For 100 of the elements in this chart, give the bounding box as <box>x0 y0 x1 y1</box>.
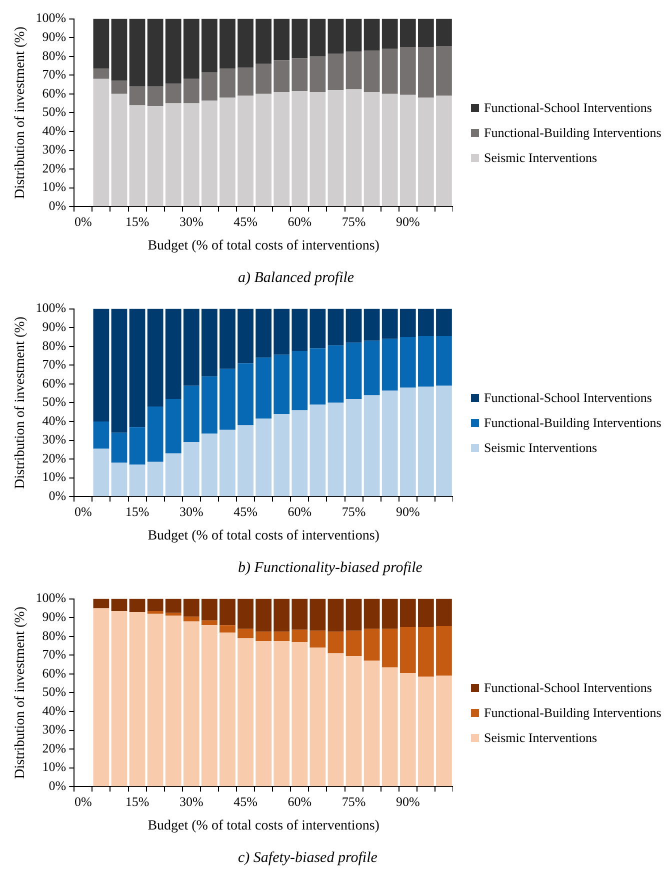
bar <box>147 462 164 496</box>
y-axis-title: Distribution of investment (%) <box>13 606 28 779</box>
bar <box>418 308 434 336</box>
bar <box>328 18 344 54</box>
y-tick-label: 70% <box>42 646 66 662</box>
bar <box>382 18 398 49</box>
bar <box>183 442 200 496</box>
bar <box>129 427 146 465</box>
bar <box>111 80 128 94</box>
x-tick-label: 30% <box>179 794 204 809</box>
bar <box>310 404 326 496</box>
x-axis-title: Budget (% of total costs of interventions) <box>148 238 380 254</box>
bar <box>93 598 110 608</box>
bar <box>382 598 398 629</box>
bar <box>436 676 452 786</box>
bar <box>436 598 452 626</box>
bar <box>129 18 146 86</box>
bar <box>292 410 308 496</box>
bar <box>147 308 164 406</box>
bar <box>147 18 164 86</box>
text: c) Safety-biased profile <box>237 849 378 868</box>
x-tick-label: 15% <box>125 214 150 229</box>
bar <box>346 18 362 52</box>
bar <box>147 86 164 106</box>
bar <box>256 641 272 786</box>
y-tick-label: 40% <box>42 702 66 718</box>
bar <box>382 628 398 668</box>
x-tick-label: 15% <box>125 794 150 809</box>
bar <box>111 432 128 463</box>
bar <box>400 308 416 337</box>
bar <box>274 641 290 786</box>
x-tick-label: 90% <box>396 794 420 809</box>
x-tick-label: 75% <box>342 504 366 519</box>
y-tick-label: 100% <box>36 10 66 26</box>
bar <box>220 18 236 69</box>
legend-label: Seismic Interventions <box>484 440 598 456</box>
bar <box>165 84 182 104</box>
bar <box>256 308 272 358</box>
y-axis-title: Distribution of investment (%) <box>13 26 28 199</box>
bar <box>274 18 290 60</box>
bar <box>346 398 362 496</box>
y-tick-label: 60% <box>42 375 66 390</box>
bar <box>418 676 434 786</box>
bar <box>183 616 200 622</box>
bar <box>328 402 344 496</box>
y-tick-label: 60% <box>42 85 66 100</box>
bar <box>147 614 164 786</box>
bar <box>418 98 434 206</box>
bar <box>328 653 344 786</box>
bar <box>418 598 434 627</box>
bar <box>129 308 146 428</box>
y-tick-label: 20% <box>42 160 66 176</box>
y-tick-label: 30% <box>42 432 66 447</box>
x-tick-label: 45% <box>234 794 258 809</box>
x-tick-label: 75% <box>342 794 366 809</box>
bar <box>328 598 344 632</box>
bar <box>220 625 236 633</box>
bar <box>238 425 254 496</box>
bar <box>202 18 218 72</box>
bar <box>346 52 362 90</box>
bar <box>93 448 110 496</box>
y-axis-title: Distribution of investment (%) <box>13 316 28 489</box>
bar <box>364 598 380 629</box>
bar <box>382 48 398 94</box>
bar <box>256 598 272 632</box>
y-tick-label: 30% <box>42 722 66 737</box>
bar <box>436 386 452 496</box>
bar <box>93 308 110 422</box>
y-tick-label: 100% <box>36 300 66 316</box>
bar <box>310 56 326 92</box>
bar <box>111 462 128 496</box>
y-tick-label: 50% <box>42 684 66 700</box>
bar <box>220 632 236 786</box>
bar <box>418 18 434 47</box>
bar <box>400 388 416 496</box>
bar <box>202 308 218 376</box>
x-tick-label: 0% <box>74 504 92 519</box>
bar <box>346 342 362 399</box>
bar <box>328 90 344 206</box>
bar <box>328 345 344 403</box>
bar <box>202 100 218 206</box>
bar <box>220 308 236 369</box>
bar <box>292 18 308 58</box>
legend-label: Seismic Interventions <box>484 150 598 166</box>
bar <box>220 98 236 206</box>
bar <box>111 598 128 612</box>
bar <box>274 354 290 414</box>
bar <box>165 308 182 399</box>
bar <box>364 50 380 92</box>
bar <box>400 672 416 786</box>
bar <box>292 598 308 630</box>
bar <box>382 94 398 206</box>
y-tick-label: 90% <box>42 609 66 624</box>
bar <box>292 91 308 206</box>
bar <box>364 92 380 206</box>
x-tick-label: 0% <box>74 214 92 229</box>
bar <box>292 308 308 352</box>
bar <box>147 406 164 462</box>
bar <box>238 18 254 68</box>
bar <box>129 598 146 612</box>
